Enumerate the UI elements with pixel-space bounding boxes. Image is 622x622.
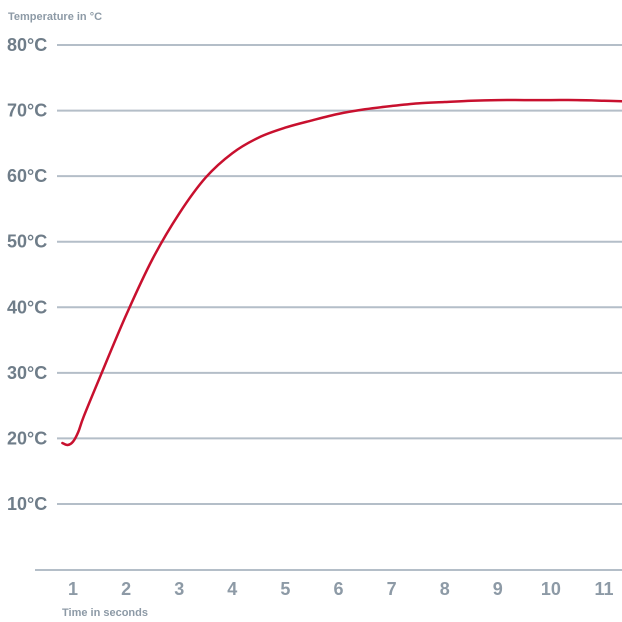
y-tick-label: 10°C	[7, 494, 47, 514]
x-tick-label: 3	[174, 579, 184, 599]
x-tick-label: 4	[227, 579, 237, 599]
y-tick-label: 70°C	[7, 101, 47, 121]
x-tick-label: 8	[440, 579, 450, 599]
y-tick-label: 50°C	[7, 232, 47, 252]
y-axis-label: Temperature in °C	[8, 11, 102, 23]
x-tick-label: 1	[68, 579, 78, 599]
y-tick-labels: 10°C 20°C 30°C 40°C 50°C 60°C 70°C 80°C	[7, 35, 47, 514]
x-tick-label: 2	[121, 579, 131, 599]
x-tick-label: 11	[594, 579, 613, 599]
y-tick-label: 80°C	[7, 35, 47, 55]
x-tick-label: 6	[333, 579, 343, 599]
y-tick-label: 40°C	[7, 297, 47, 317]
x-tick-label: 5	[280, 579, 290, 599]
x-tick-label: 7	[387, 579, 397, 599]
y-tick-label: 60°C	[7, 166, 47, 186]
x-tick-labels: 1 2 3 4 5 6 7 8 9 10 11	[68, 579, 614, 599]
x-axis-label: Time in seconds	[62, 607, 148, 619]
temperature-line	[61, 98, 622, 447]
y-tick-label: 20°C	[7, 428, 47, 448]
x-tick-label: 9	[493, 579, 503, 599]
x-tick-label: 10	[541, 579, 561, 599]
grid-lines	[35, 44, 622, 571]
y-tick-label: 30°C	[7, 363, 47, 383]
